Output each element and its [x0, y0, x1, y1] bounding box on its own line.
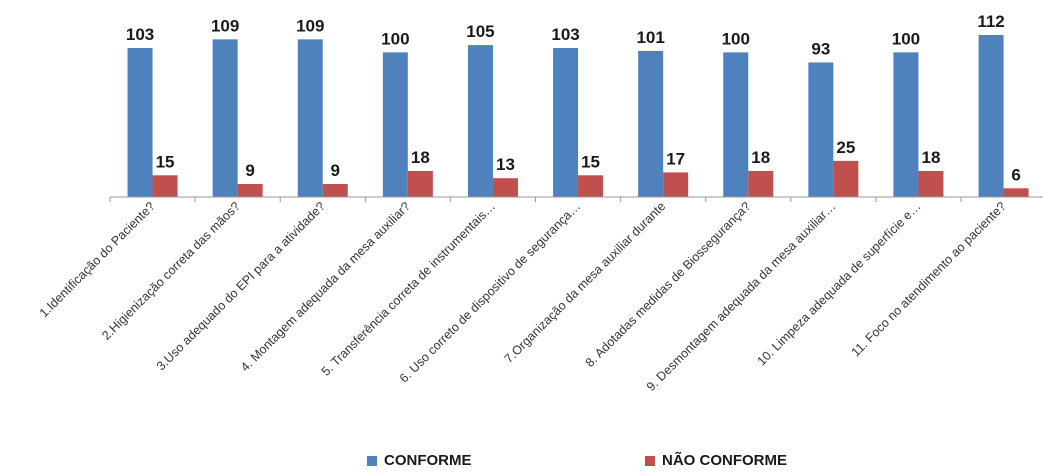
bars-group [127, 35, 1029, 198]
x-tick-label: 11. Foco no atendimento ao paciente? [849, 199, 1009, 359]
data-label-conforme: 103 [551, 25, 579, 44]
data-label-nao-conforme: 18 [921, 148, 940, 167]
bar-nao-conforme [833, 160, 859, 197]
x-tick-labels-group: 1.Identificação do Paciente?2.Higienizaç… [37, 199, 1009, 394]
x-tick-label: 6. Uso correto de dispositivo de seguran… [397, 199, 583, 385]
bar-nao-conforme [152, 175, 178, 197]
data-label-nao-conforme: 17 [666, 149, 685, 168]
bar-nao-conforme [748, 170, 774, 197]
bar-conforme [382, 52, 408, 197]
data-label-conforme: 100 [892, 29, 920, 48]
bar-nao-conforme [918, 170, 944, 197]
data-label-conforme: 105 [466, 22, 494, 41]
data-label-nao-conforme: 18 [411, 148, 430, 167]
legend-label-nao-conforme: NÃO CONFORME [662, 452, 787, 469]
x-tick-label: 8. Adotadas medidas de Biossegurança? [583, 199, 754, 370]
legend: CONFORME NÃO CONFORME [0, 452, 1043, 472]
data-label-nao-conforme: 18 [751, 148, 770, 167]
bar-conforme [723, 52, 749, 197]
data-label-nao-conforme: 6 [1011, 165, 1020, 184]
x-tick-label: 10. Limpeza adequada de superfície e… [754, 199, 923, 368]
bar-conforme [808, 62, 834, 197]
bar-conforme [638, 50, 664, 198]
data-label-nao-conforme: 25 [836, 138, 855, 157]
data-label-nao-conforme: 15 [581, 152, 600, 171]
legend-item-nao-conforme: NÃO CONFORME [645, 452, 787, 469]
legend-swatch-nao-conforme [645, 455, 655, 466]
legend-swatch-conforme [367, 455, 377, 466]
x-tick-label: 9. Desmontagem adequada da mesa auxiliar… [644, 199, 839, 394]
bar-nao-conforme [663, 172, 689, 197]
bar-nao-conforme [237, 183, 263, 197]
x-tick-label: 2.Higienização correta das mãos? [99, 199, 243, 343]
data-labels-group: 103 15 109 9 109 9 100 18 105 13 103 15 101 17 100 18 93… [126, 12, 1021, 184]
bar-conforme [978, 35, 1004, 197]
bar-conforme [212, 39, 238, 197]
bar-conforme [553, 48, 579, 198]
x-tick-label: 5. Transferência correta de instrumentai… [319, 199, 498, 378]
bar-conforme [127, 48, 153, 198]
data-label-nao-conforme: 15 [156, 152, 175, 171]
data-label-conforme: 100 [381, 29, 409, 48]
data-label-conforme: 109 [211, 16, 239, 35]
data-label-conforme: 103 [126, 25, 154, 44]
x-tick-label: 7.Organização da mesa auxiliar durante [502, 199, 669, 366]
legend-item-conforme: CONFORME [367, 452, 472, 469]
bar-nao-conforme [322, 183, 348, 197]
bar-conforme [893, 52, 919, 197]
data-label-conforme: 109 [296, 16, 324, 35]
bar-nao-conforme [1003, 188, 1029, 197]
data-label-conforme: 100 [722, 29, 750, 48]
x-tick-label: 4. Montagem adequada da mesa auxiliar? [238, 199, 413, 374]
data-label-conforme: 101 [636, 28, 664, 47]
data-label-nao-conforme: 9 [245, 161, 254, 180]
bar-nao-conforme [578, 175, 604, 197]
data-label-nao-conforme: 13 [496, 155, 515, 174]
data-label-nao-conforme: 9 [331, 161, 340, 180]
data-label-conforme: 93 [811, 39, 830, 58]
legend-label-conforme: CONFORME [384, 452, 472, 469]
x-tick-marks [109, 197, 962, 202]
bar-conforme [467, 45, 493, 197]
bar-nao-conforme [492, 178, 518, 197]
bar-conforme [297, 39, 323, 197]
bar-nao-conforme [407, 170, 433, 197]
bar-chart: 103 15 109 9 109 9 100 18 105 13 103 15 101 17 100 18 93… [37, 12, 1043, 394]
data-label-conforme: 112 [977, 12, 1004, 31]
x-tick-label: 3.Uso adequado do EPI para a atividade? [154, 199, 328, 373]
